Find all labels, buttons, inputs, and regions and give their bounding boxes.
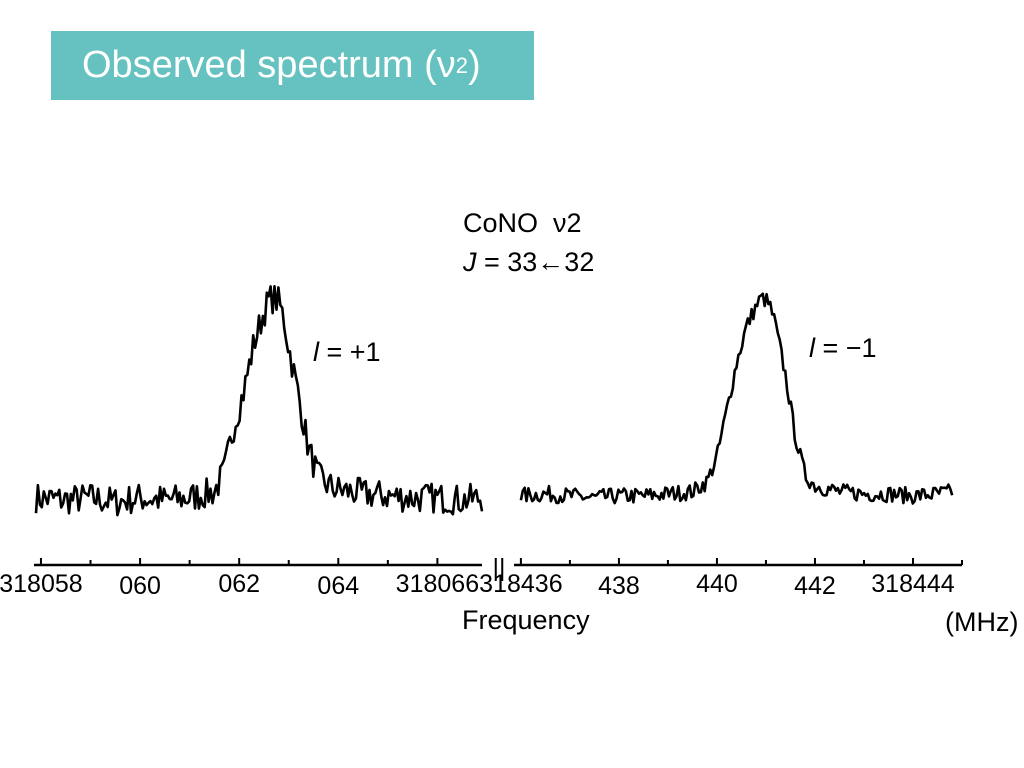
molecule-name: CoNO: [463, 208, 539, 238]
tick-label: 438: [598, 572, 640, 600]
peak-label-plus-l: l: [313, 337, 319, 367]
title-subscript: 2: [455, 52, 469, 78]
x-axis-unit: (MHz): [945, 607, 1019, 637]
tick-label: 318436: [479, 570, 562, 598]
spectrum-trace-1: [34, 285, 484, 517]
peak-label-minus-value: = −1: [815, 333, 877, 363]
tick-label: 318066: [396, 570, 479, 598]
tick-label: 062: [218, 570, 260, 598]
tick-label: 060: [119, 572, 161, 600]
tick-label: 318444: [871, 570, 955, 598]
title-close-paren: ): [468, 44, 481, 86]
mode-symbol: ν: [553, 208, 567, 238]
mode-number: 2: [566, 208, 582, 238]
tick-label: 442: [794, 572, 836, 600]
transition-j: J: [463, 247, 477, 277]
x-axis-label: Frequency: [462, 605, 590, 635]
transition-label: J = 33←32: [463, 249, 594, 276]
tick-label: 318058: [0, 570, 83, 598]
tick-label: 440: [696, 570, 738, 598]
tick-label: 064: [317, 572, 359, 600]
transition-value: = 33←32: [476, 247, 595, 277]
peak-label-minus: l = −1: [809, 335, 877, 362]
spectrum-trace-2: [519, 292, 954, 505]
axis-break-marker: ||: [493, 554, 506, 582]
title-nu-symbol: ν: [436, 44, 456, 86]
peak-label-minus-l: l: [809, 333, 815, 363]
title-text: Observed spectrum (: [82, 44, 437, 86]
slide-title: Observed spectrum ( ν 2 ): [51, 31, 534, 100]
peak-label-plus: l = +1: [313, 339, 381, 366]
peak-label-plus-value: = +1: [319, 337, 381, 367]
molecule-label: CoNO ν2: [463, 210, 582, 237]
